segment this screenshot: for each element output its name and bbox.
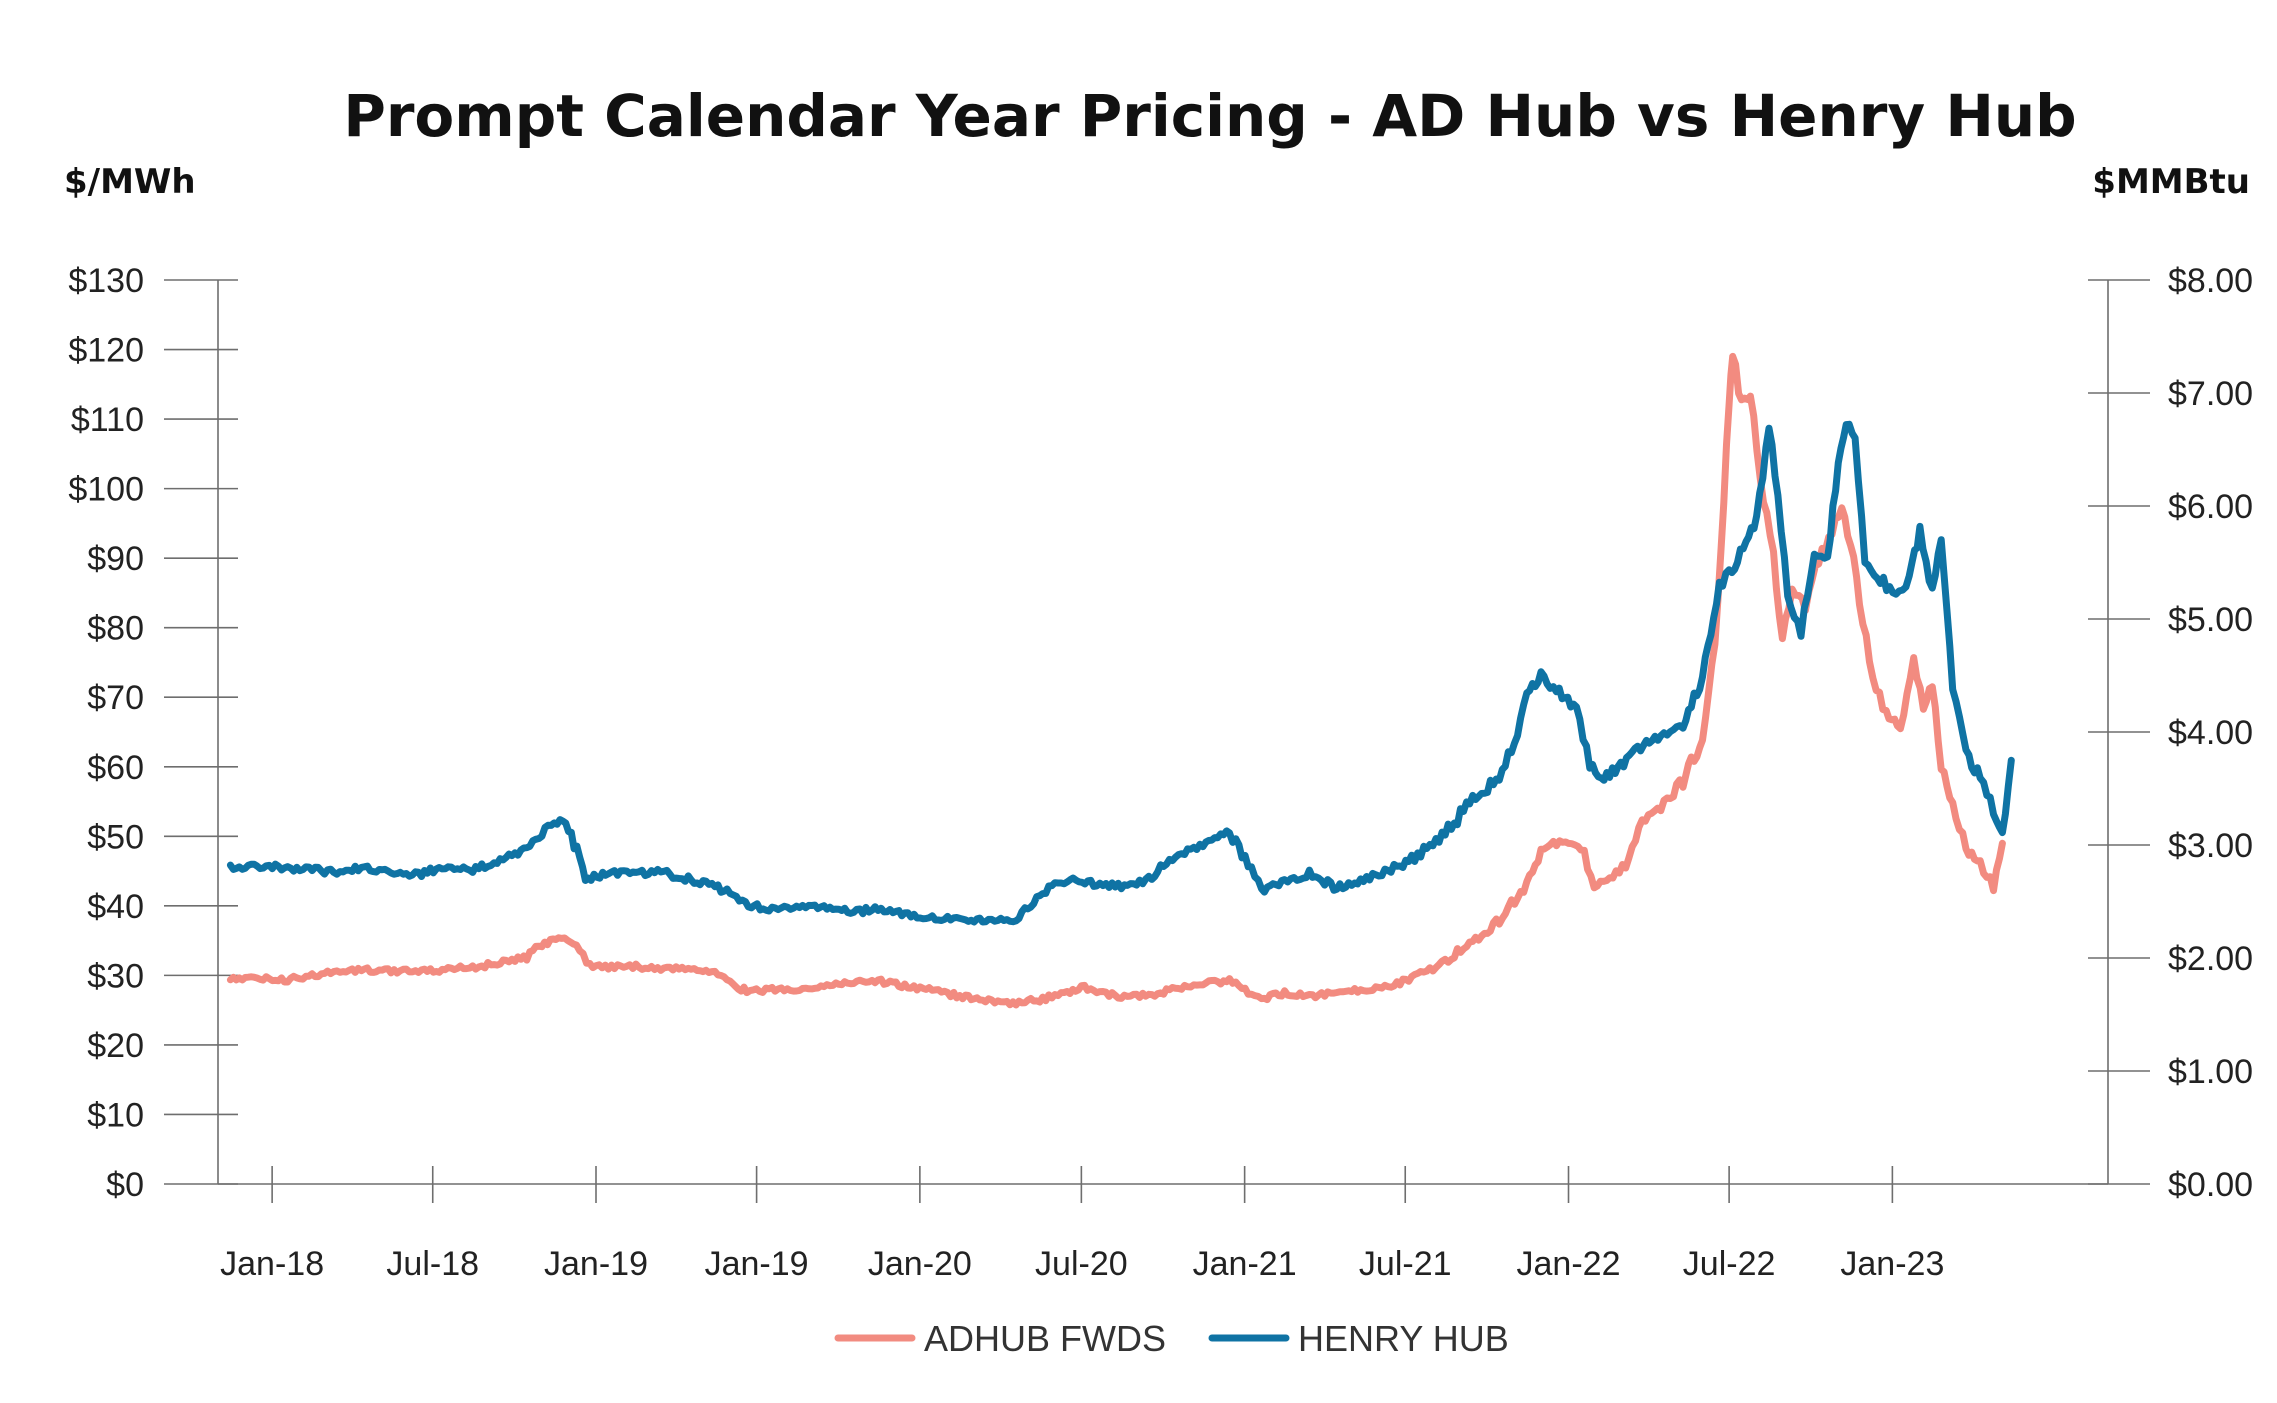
x-tick-label: Jul-20: [1035, 1245, 1128, 1283]
left-y-tick-label: $120: [68, 332, 144, 370]
right-y-tick-label: $3.00: [2168, 827, 2253, 865]
series-lines: [226, 352, 2015, 1009]
x-tick-label: Jan-20: [868, 1245, 972, 1283]
chart-title: Prompt Calendar Year Pricing - AD Hub vs…: [343, 82, 2076, 150]
x-tick-label: Jan-19: [544, 1245, 648, 1283]
left-y-ticks: $0 $10 $20 $30 $40 $50 $60 $70 $80 $90 $100 $110 $12…: [68, 262, 238, 1204]
left-y-tick-label: $130: [68, 262, 144, 300]
left-y-tick-label: $110: [71, 401, 144, 439]
right-y-ticks: $0.00 $1.00 $2.00 $3.00 $4.00 $5.00 $6.00 $7.00…: [2088, 262, 2253, 1204]
right-y-tick-label: $8.00: [2168, 262, 2253, 300]
right-y-tick-label: $1.00: [2168, 1053, 2253, 1091]
left-y-tick-label: $60: [87, 749, 144, 787]
left-y-tick-label: $100: [68, 471, 144, 509]
right-y-tick-label: $4.00: [2168, 714, 2253, 752]
left-y-tick-label: $70: [87, 679, 144, 717]
left-y-tick-label: $80: [87, 610, 144, 648]
left-y-tick-label: $90: [87, 540, 144, 578]
x-tick-label: Jan-18: [220, 1245, 324, 1283]
x-tick-label: Jan-23: [1840, 1245, 1944, 1283]
left-y-tick-label: $50: [87, 818, 144, 856]
x-tick-label: Jul-18: [386, 1245, 479, 1283]
right-y-tick-label: $0.00: [2168, 1166, 2253, 1204]
right-y-tick-label: $2.00: [2168, 940, 2253, 978]
x-tick-label: Jan-21: [1193, 1245, 1297, 1283]
right-y-tick-label: $7.00: [2168, 375, 2253, 413]
x-tick-label: Jul-22: [1683, 1245, 1776, 1283]
left-y-tick-label: $20: [87, 1027, 144, 1065]
x-tick-label: Jan-19: [705, 1245, 809, 1283]
legend-label-henry-hub: HENRY HUB: [1298, 1318, 1509, 1359]
right-y-tick-label: $5.00: [2168, 601, 2253, 639]
x-tick-label: Jul-21: [1359, 1245, 1452, 1283]
x-tick-label: Jan-22: [1517, 1245, 1621, 1283]
left-y-tick-label: $30: [87, 957, 144, 995]
legend: ADHUB FWDS HENRY HUB: [834, 1318, 1509, 1359]
series-line-henry-hub: [226, 420, 2015, 926]
left-y-tick-label: $0: [106, 1166, 144, 1204]
legend-label-adhub-fwds: ADHUB FWDS: [924, 1318, 1166, 1359]
right-axis-unit-label: $MMBtu: [2092, 162, 2250, 202]
series-line-adhub-fwds: [226, 352, 2006, 1009]
left-y-tick-label: $10: [87, 1096, 144, 1134]
x-ticks: Jan-18 Jul-18 Jan-19 Jan-19 Jan-20 Jul-20 Jan-…: [220, 1166, 1944, 1283]
left-y-tick-label: $40: [87, 888, 144, 926]
right-y-tick-label: $6.00: [2168, 488, 2253, 526]
left-axis-unit-label: $/MWh: [64, 162, 196, 202]
